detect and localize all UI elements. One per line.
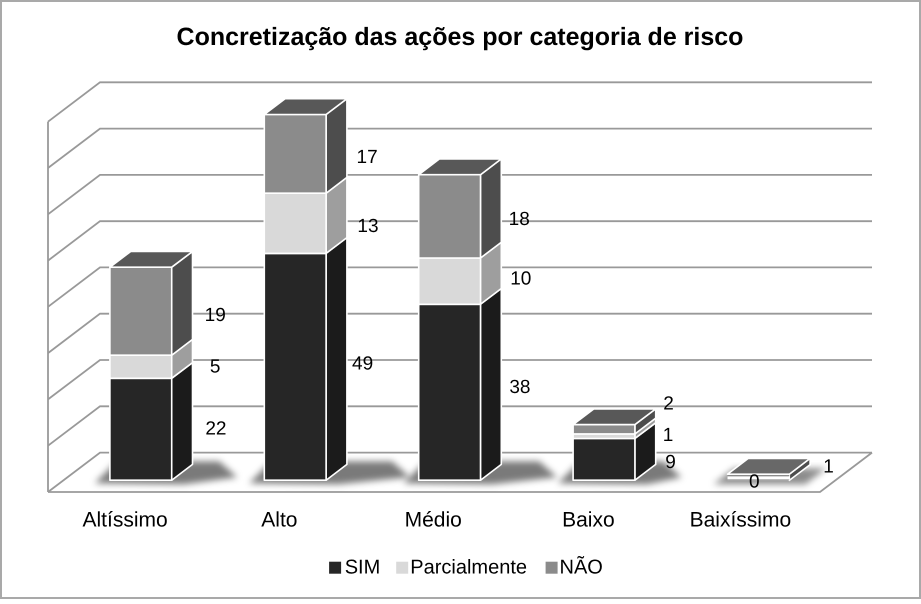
svg-text:17: 17 [357,147,378,168]
svg-text:Alto: Alto [261,508,297,531]
svg-text:18: 18 [509,209,530,230]
svg-text:22: 22 [205,419,226,440]
svg-text:Baixíssimo: Baixíssimo [690,508,792,531]
svg-text:19: 19 [205,305,226,326]
svg-text:1: 1 [663,425,674,446]
svg-text:9: 9 [665,452,676,473]
svg-text:1: 1 [823,457,834,478]
svg-text:NÃO: NÃO [560,556,603,579]
svg-text:10: 10 [510,269,531,290]
svg-text:5: 5 [210,357,221,378]
svg-text:Altíssimo: Altíssimo [83,508,168,531]
svg-text:13: 13 [357,216,378,237]
svg-text:0: 0 [749,471,760,492]
svg-text:49: 49 [352,354,373,375]
svg-text:Concretização das ações por ca: Concretização das ações por categoria de… [177,23,744,51]
svg-text:2: 2 [663,393,674,414]
svg-text:38: 38 [509,377,530,398]
svg-text:Baixo: Baixo [562,508,615,531]
svg-text:Parcialmente: Parcialmente [410,557,527,579]
svg-text:Médio: Médio [405,508,462,531]
svg-text:SIM: SIM [345,557,381,579]
